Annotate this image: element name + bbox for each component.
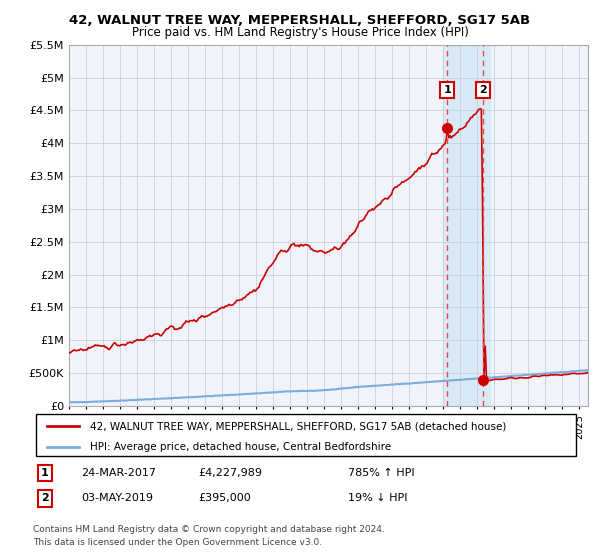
Text: 24-MAR-2017: 24-MAR-2017 bbox=[81, 468, 156, 478]
Bar bbox=[443, 45, 490, 406]
Text: Contains HM Land Registry data © Crown copyright and database right 2024.
This d: Contains HM Land Registry data © Crown c… bbox=[33, 525, 385, 547]
FancyBboxPatch shape bbox=[36, 414, 576, 456]
Text: 42, WALNUT TREE WAY, MEPPERSHALL, SHEFFORD, SG17 5AB (detached house): 42, WALNUT TREE WAY, MEPPERSHALL, SHEFFO… bbox=[90, 421, 506, 431]
Text: 03-MAY-2019: 03-MAY-2019 bbox=[81, 493, 153, 503]
Text: 1: 1 bbox=[443, 85, 451, 95]
Text: HPI: Average price, detached house, Central Bedfordshire: HPI: Average price, detached house, Cent… bbox=[90, 442, 391, 452]
Text: £395,000: £395,000 bbox=[198, 493, 251, 503]
Text: 42, WALNUT TREE WAY, MEPPERSHALL, SHEFFORD, SG17 5AB: 42, WALNUT TREE WAY, MEPPERSHALL, SHEFFO… bbox=[70, 14, 530, 27]
Text: 19% ↓ HPI: 19% ↓ HPI bbox=[348, 493, 407, 503]
Text: 785% ↑ HPI: 785% ↑ HPI bbox=[348, 468, 415, 478]
Text: 2: 2 bbox=[479, 85, 487, 95]
Text: 1: 1 bbox=[41, 468, 49, 478]
Text: Price paid vs. HM Land Registry's House Price Index (HPI): Price paid vs. HM Land Registry's House … bbox=[131, 26, 469, 39]
Text: £4,227,989: £4,227,989 bbox=[198, 468, 262, 478]
Text: 2: 2 bbox=[41, 493, 49, 503]
